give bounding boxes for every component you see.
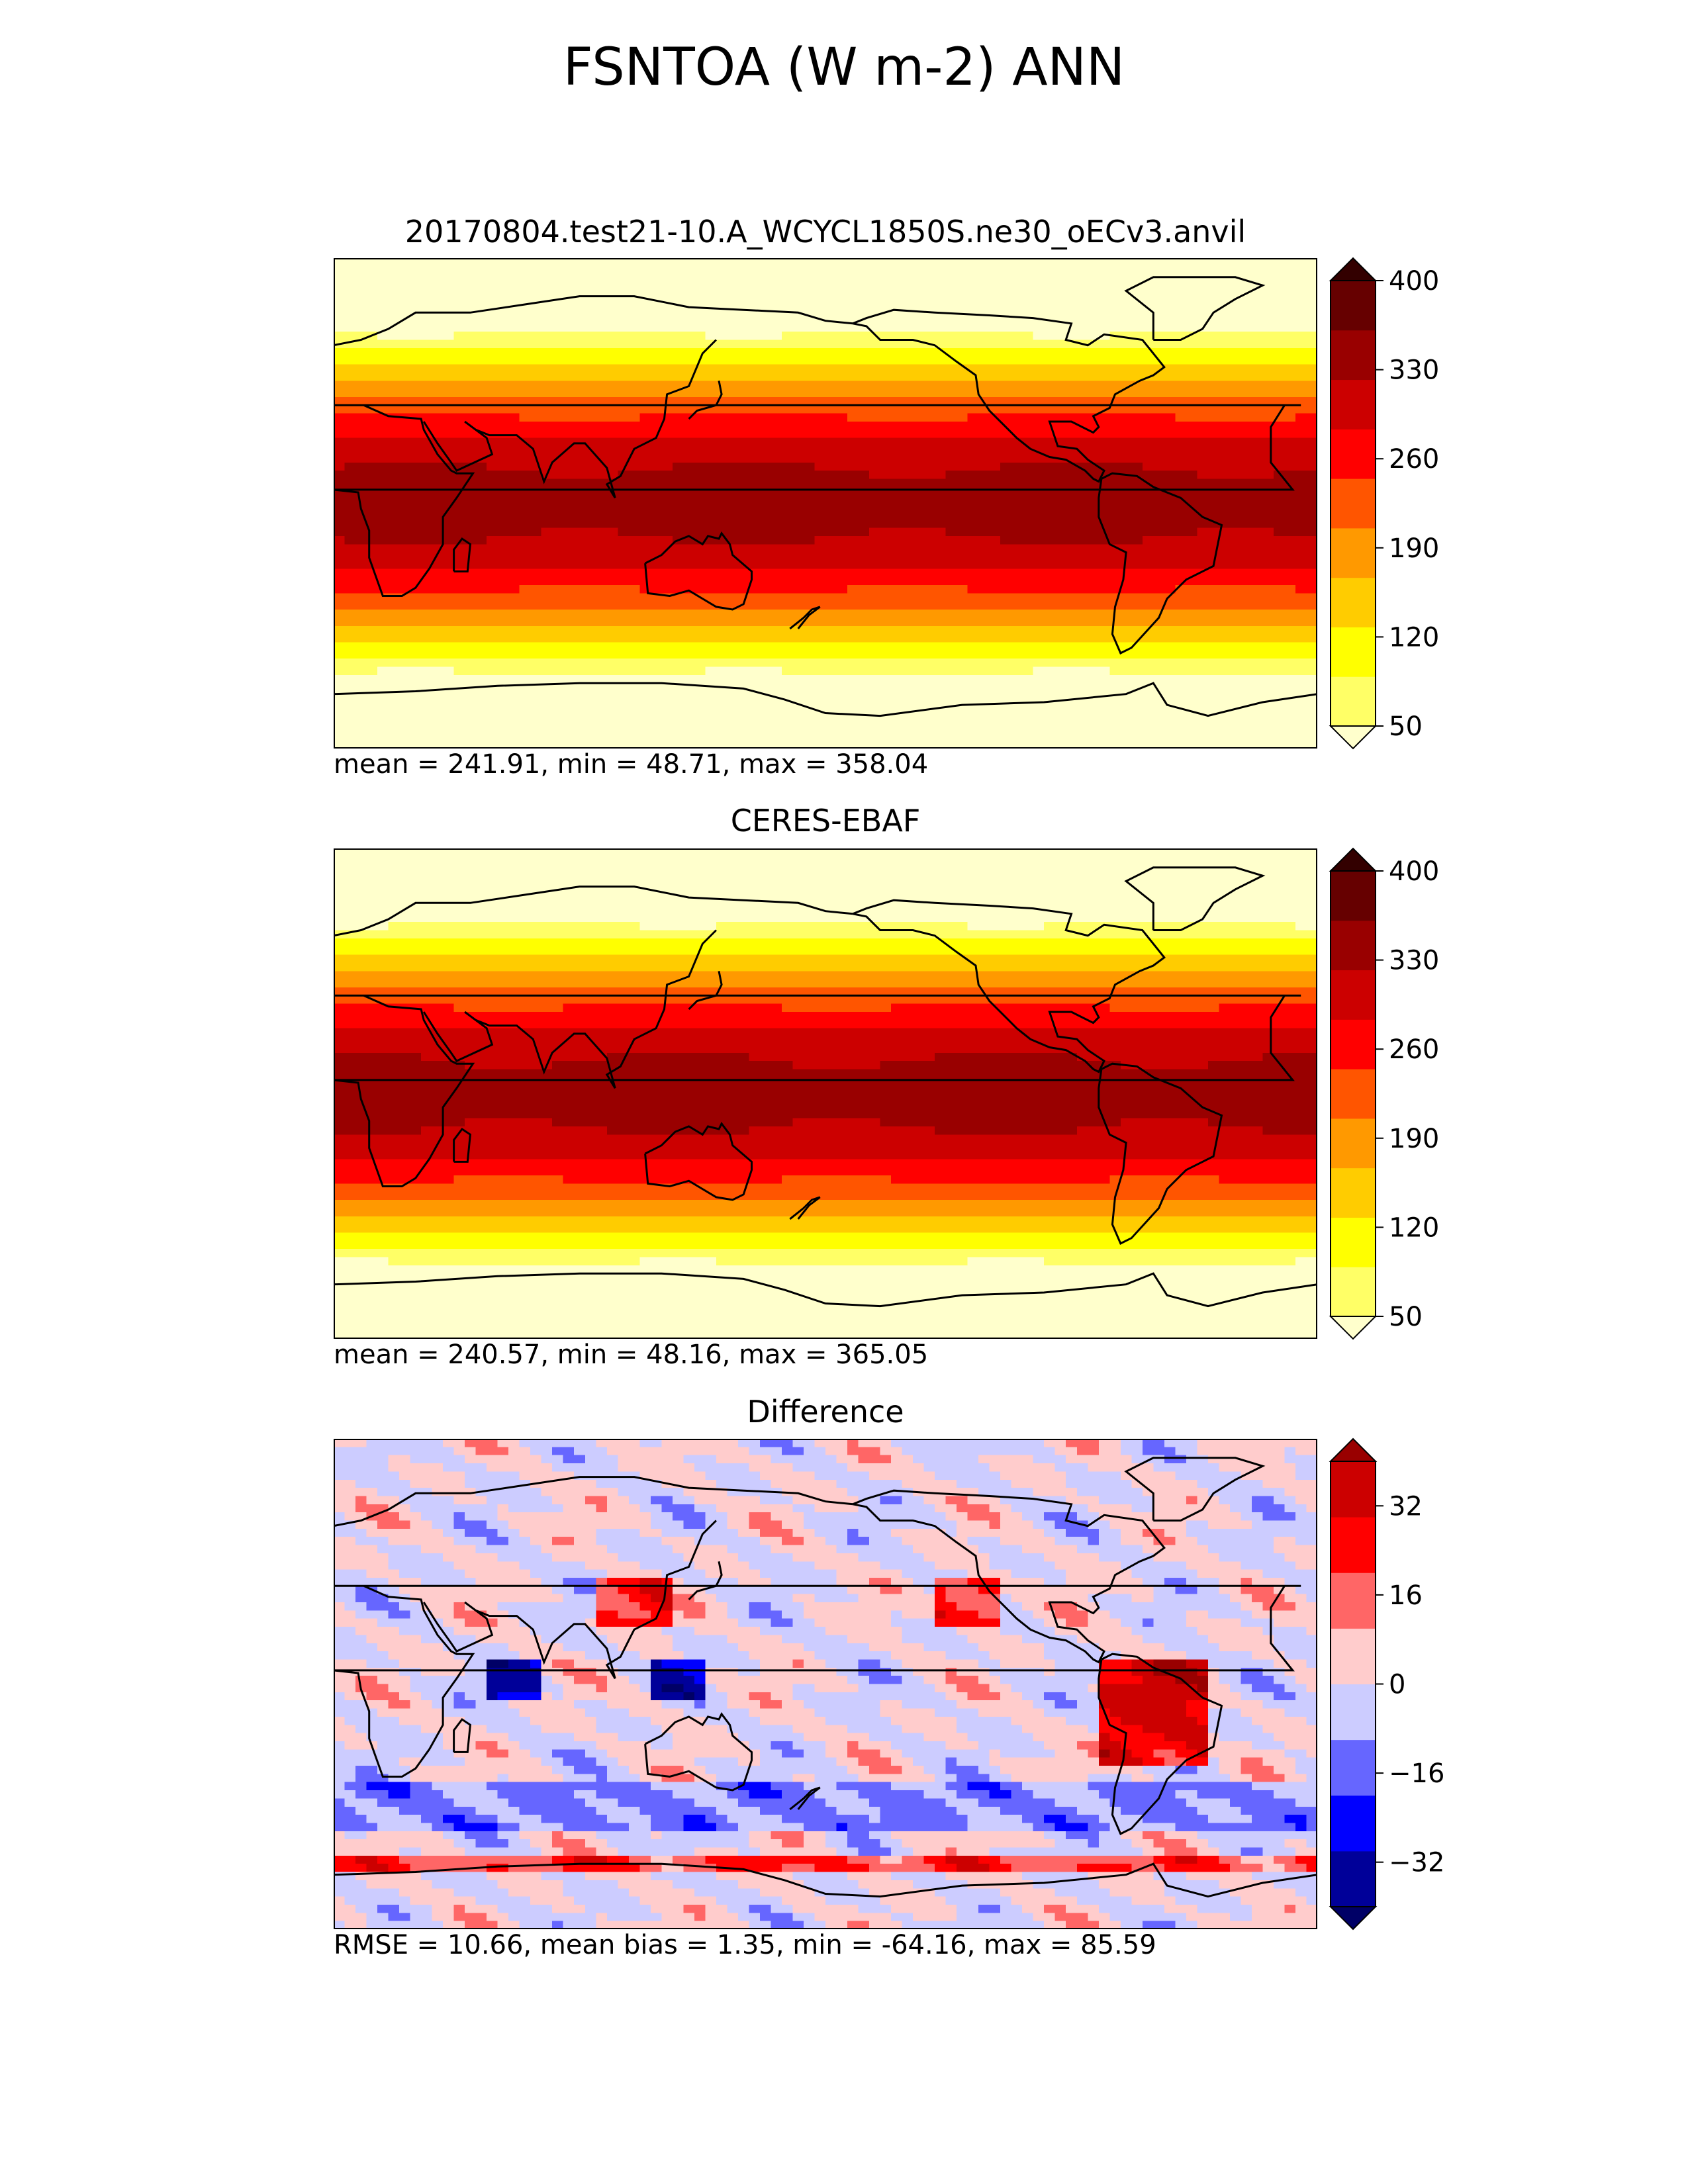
figure-title: FSNTOA (W m-2) ANN (563, 38, 1125, 97)
panel-2-title: CERES-EBAF (730, 803, 921, 839)
panel-2-colorbar-tick-label: 190 (1389, 1124, 1439, 1154)
panel-1-colorbar-tick-label: 190 (1389, 533, 1439, 564)
panel-3-colorbar-tick-label: 32 (1389, 1491, 1423, 1522)
panel-2-colorbar-tick-label: 120 (1389, 1212, 1439, 1243)
panel-1-map (334, 258, 1317, 749)
panel-2-map (334, 848, 1317, 1339)
panel-1-colorbar-tick-label: 50 (1389, 711, 1423, 742)
panel-3-title: Difference (747, 1394, 904, 1430)
panel-3-colorbar: 32 16 0 −16 −32 (1329, 1437, 1444, 1968)
panel-1-colorbar-tick-label: 120 (1389, 622, 1439, 653)
panel-3-colorbar-tick-label: −16 (1389, 1758, 1444, 1789)
panel-3-stats: RMSE = 10.66, mean bias = 1.35, min = -6… (334, 1930, 1156, 1960)
panel-1-colorbar: 400 330 260 190 120 50 (1329, 257, 1439, 788)
panel-3-colorbar-tick-label: 0 (1389, 1670, 1405, 1700)
panel-1-stats: mean = 241.91, min = 48.71, max = 358.04 (334, 749, 929, 780)
panel-2-colorbar-tick-label: 400 (1389, 856, 1439, 887)
panel-3-map (334, 1439, 1317, 1929)
panel-2-colorbar-tick-label: 330 (1389, 946, 1439, 976)
panel-1-colorbar-tick-label: 330 (1389, 355, 1439, 386)
panel-2-stats: mean = 240.57, min = 48.16, max = 365.05 (334, 1340, 929, 1370)
panel-2-colorbar: 400 330 260 190 120 50 (1329, 847, 1439, 1378)
panel-3-colorbar-tick-label: 16 (1389, 1580, 1423, 1611)
panel-1-colorbar-tick-label: 260 (1389, 444, 1439, 475)
panel-1-colorbar-tick-label: 400 (1389, 266, 1439, 296)
panel-2-colorbar-tick-label: 260 (1389, 1034, 1439, 1065)
panel-2-colorbar-tick-label: 50 (1389, 1302, 1423, 1332)
panel-1-title: 20170804.test21-10.A_WCYCL1850S.ne30_oEC… (404, 214, 1246, 250)
panel-3-colorbar-tick-label: −32 (1389, 1848, 1444, 1878)
